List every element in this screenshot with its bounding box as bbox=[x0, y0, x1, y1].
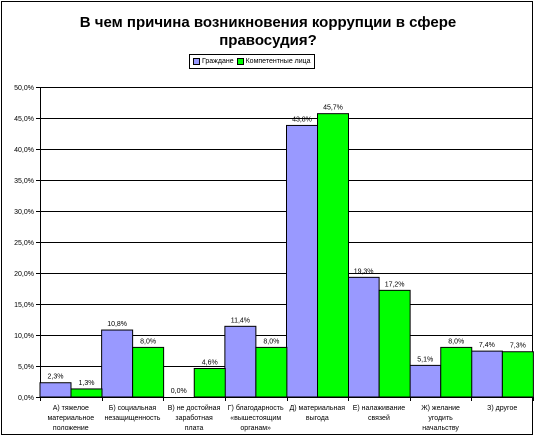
x-category-label-1: Б) социальная незащищенность bbox=[104, 405, 160, 422]
data-label-experts-0: 1,3% bbox=[79, 380, 95, 387]
x-category-label-6-line-0: Ж) желание bbox=[421, 405, 460, 412]
legend-item-citizens: Граждане bbox=[193, 55, 234, 68]
bar-experts-7 bbox=[501, 351, 534, 398]
bar-experts-1 bbox=[132, 346, 165, 398]
data-label-citizens-7: 7,4% bbox=[479, 342, 495, 349]
x-category-label-2-line-2: плата bbox=[185, 425, 204, 432]
y-tick-label-6: 30,0% bbox=[14, 209, 34, 216]
x-category-label-0: А) тяжелое материальное положение bbox=[47, 405, 94, 432]
x-category-label-1-line-0: Б) социальная bbox=[109, 405, 157, 412]
x-category-label-1-line-1: незащищенность bbox=[104, 415, 160, 422]
chart-title-line-1: В чем причина возникновения коррупции в … bbox=[79, 14, 457, 31]
x-category-label-3-line-2: органам» bbox=[240, 425, 271, 432]
data-label-experts-1: 8,0% bbox=[140, 338, 156, 345]
chart-title: В чем причина возникновения коррупции в … bbox=[0, 14, 536, 50]
bar-citizens-1 bbox=[101, 329, 134, 398]
data-label-experts-3: 8,0% bbox=[263, 338, 279, 345]
data-label-citizens-4: 43,8% bbox=[292, 116, 312, 123]
y-tick-label-1: 5,0% bbox=[18, 364, 34, 371]
bar-citizens-6 bbox=[409, 364, 442, 398]
y-tick-label-0: 0,0% bbox=[18, 395, 34, 402]
data-label-citizens-0: 2,3% bbox=[48, 374, 64, 381]
y-tick-label-8: 40,0% bbox=[14, 147, 34, 154]
bar-citizens-7 bbox=[470, 350, 503, 398]
x-category-label-0-line-2: положение bbox=[53, 425, 89, 432]
legend-label-citizens: Граждане bbox=[202, 58, 234, 65]
data-label-experts-6: 8,0% bbox=[448, 338, 464, 345]
x-category-label-4-line-0: Д) материальная bbox=[290, 405, 346, 412]
x-category-label-5: Е) налаживание связей bbox=[353, 405, 406, 422]
legend-label-experts: Компетентные лица bbox=[245, 58, 311, 65]
x-category-label-4: Д) материальная выгода bbox=[290, 405, 346, 422]
x-category-label-0-line-0: А) тяжелое bbox=[53, 405, 89, 412]
data-label-citizens-2: 0,0% bbox=[171, 388, 187, 395]
bar-experts-4 bbox=[317, 113, 349, 398]
bar-experts-2 bbox=[193, 367, 226, 398]
data-label-experts-7: 7,3% bbox=[510, 343, 526, 350]
x-category-label-2-line-0: В) не достойная bbox=[168, 404, 221, 412]
bar-citizens-3 bbox=[224, 325, 257, 398]
y-tick-label-2: 10,0% bbox=[14, 333, 34, 340]
bar-citizens-5 bbox=[347, 276, 380, 398]
y-tick-label-5: 25,0% bbox=[14, 240, 34, 247]
x-category-label-2: В) не достойная заработная плата bbox=[168, 404, 221, 432]
legend-item-experts: Компетентные лица bbox=[236, 55, 311, 68]
legend-swatch-citizens bbox=[193, 58, 200, 65]
x-category-label-5-line-1: связей bbox=[368, 414, 390, 422]
x-category-label-6-line-2: начальству bbox=[422, 425, 459, 432]
chart-title-line-2: правосудия? bbox=[219, 32, 317, 49]
x-category-label-4-line-1: выгода bbox=[306, 415, 329, 422]
x-category-label-7: З) другое bbox=[487, 405, 517, 412]
data-label-citizens-1: 10,8% bbox=[107, 321, 127, 328]
chart-legend: Граждане Компетентные лица bbox=[189, 54, 315, 69]
data-label-citizens-6: 5,1% bbox=[417, 356, 433, 363]
y-tick-label-9: 45,0% bbox=[14, 116, 34, 123]
x-category-label-6: Ж) желание угодить начальству bbox=[421, 405, 460, 432]
x-category-label-5-line-0: Е) налаживание bbox=[353, 405, 406, 412]
y-tick-label-4: 20,0% bbox=[14, 271, 34, 278]
data-label-experts-5: 17,2% bbox=[385, 281, 405, 288]
data-label-experts-2: 4,6% bbox=[202, 359, 218, 366]
bar-experts-0 bbox=[70, 388, 103, 398]
data-label-citizens-3: 11,4% bbox=[231, 317, 250, 324]
y-tick-label-7: 35,0% bbox=[14, 178, 34, 185]
x-category-label-6-line-1: угодить bbox=[428, 415, 453, 422]
bar-citizens-4 bbox=[286, 124, 318, 398]
x-category-label-3-line-1: «вышестоящим bbox=[230, 415, 281, 422]
x-category-label-2-line-1: заработная bbox=[175, 414, 213, 422]
x-category-label-3: Г) благодарность «вышестоящим органам» bbox=[228, 404, 284, 432]
x-category-label-0-line-1: материальное bbox=[47, 415, 94, 422]
x-category-label-3-line-0: Г) благодарность bbox=[228, 404, 284, 412]
bar-citizens-0 bbox=[39, 382, 72, 398]
x-category-label-7-line-0: З) другое bbox=[487, 405, 517, 412]
legend-swatch-experts bbox=[236, 58, 244, 65]
y-tick-label-10: 50,0% bbox=[14, 85, 34, 92]
bar-experts-3 bbox=[255, 346, 288, 398]
data-label-experts-4: 45,7% bbox=[323, 105, 343, 112]
y-tick-label-3: 15,0% bbox=[14, 302, 34, 309]
bar-experts-6 bbox=[440, 346, 473, 398]
data-label-citizens-5: 19,3% bbox=[354, 268, 374, 275]
bar-experts-5 bbox=[378, 289, 411, 398]
